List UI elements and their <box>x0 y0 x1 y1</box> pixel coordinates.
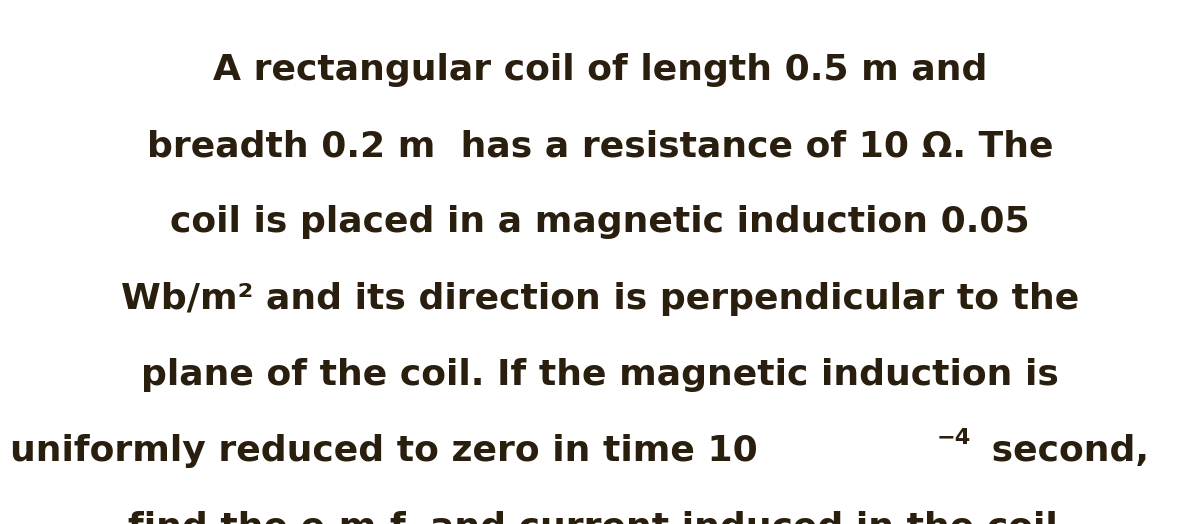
Text: A rectangular coil of length 0.5 m and: A rectangular coil of length 0.5 m and <box>212 53 988 87</box>
Text: Wb/m² and its direction is perpendicular to the: Wb/m² and its direction is perpendicular… <box>121 282 1079 316</box>
Text: uniformly reduced to zero in time 10: uniformly reduced to zero in time 10 <box>11 434 758 468</box>
Text: plane of the coil. If the magnetic induction is: plane of the coil. If the magnetic induc… <box>142 358 1058 392</box>
Text: −4: −4 <box>936 428 971 448</box>
Text: second,: second, <box>979 434 1150 468</box>
Text: breadth 0.2 m  has a resistance of 10 Ω. The: breadth 0.2 m has a resistance of 10 Ω. … <box>146 129 1054 163</box>
Text: coil is placed in a magnetic induction 0.05: coil is placed in a magnetic induction 0… <box>170 205 1030 239</box>
Text: find the e.m.f. and current induced in the coil.: find the e.m.f. and current induced in t… <box>128 511 1072 524</box>
